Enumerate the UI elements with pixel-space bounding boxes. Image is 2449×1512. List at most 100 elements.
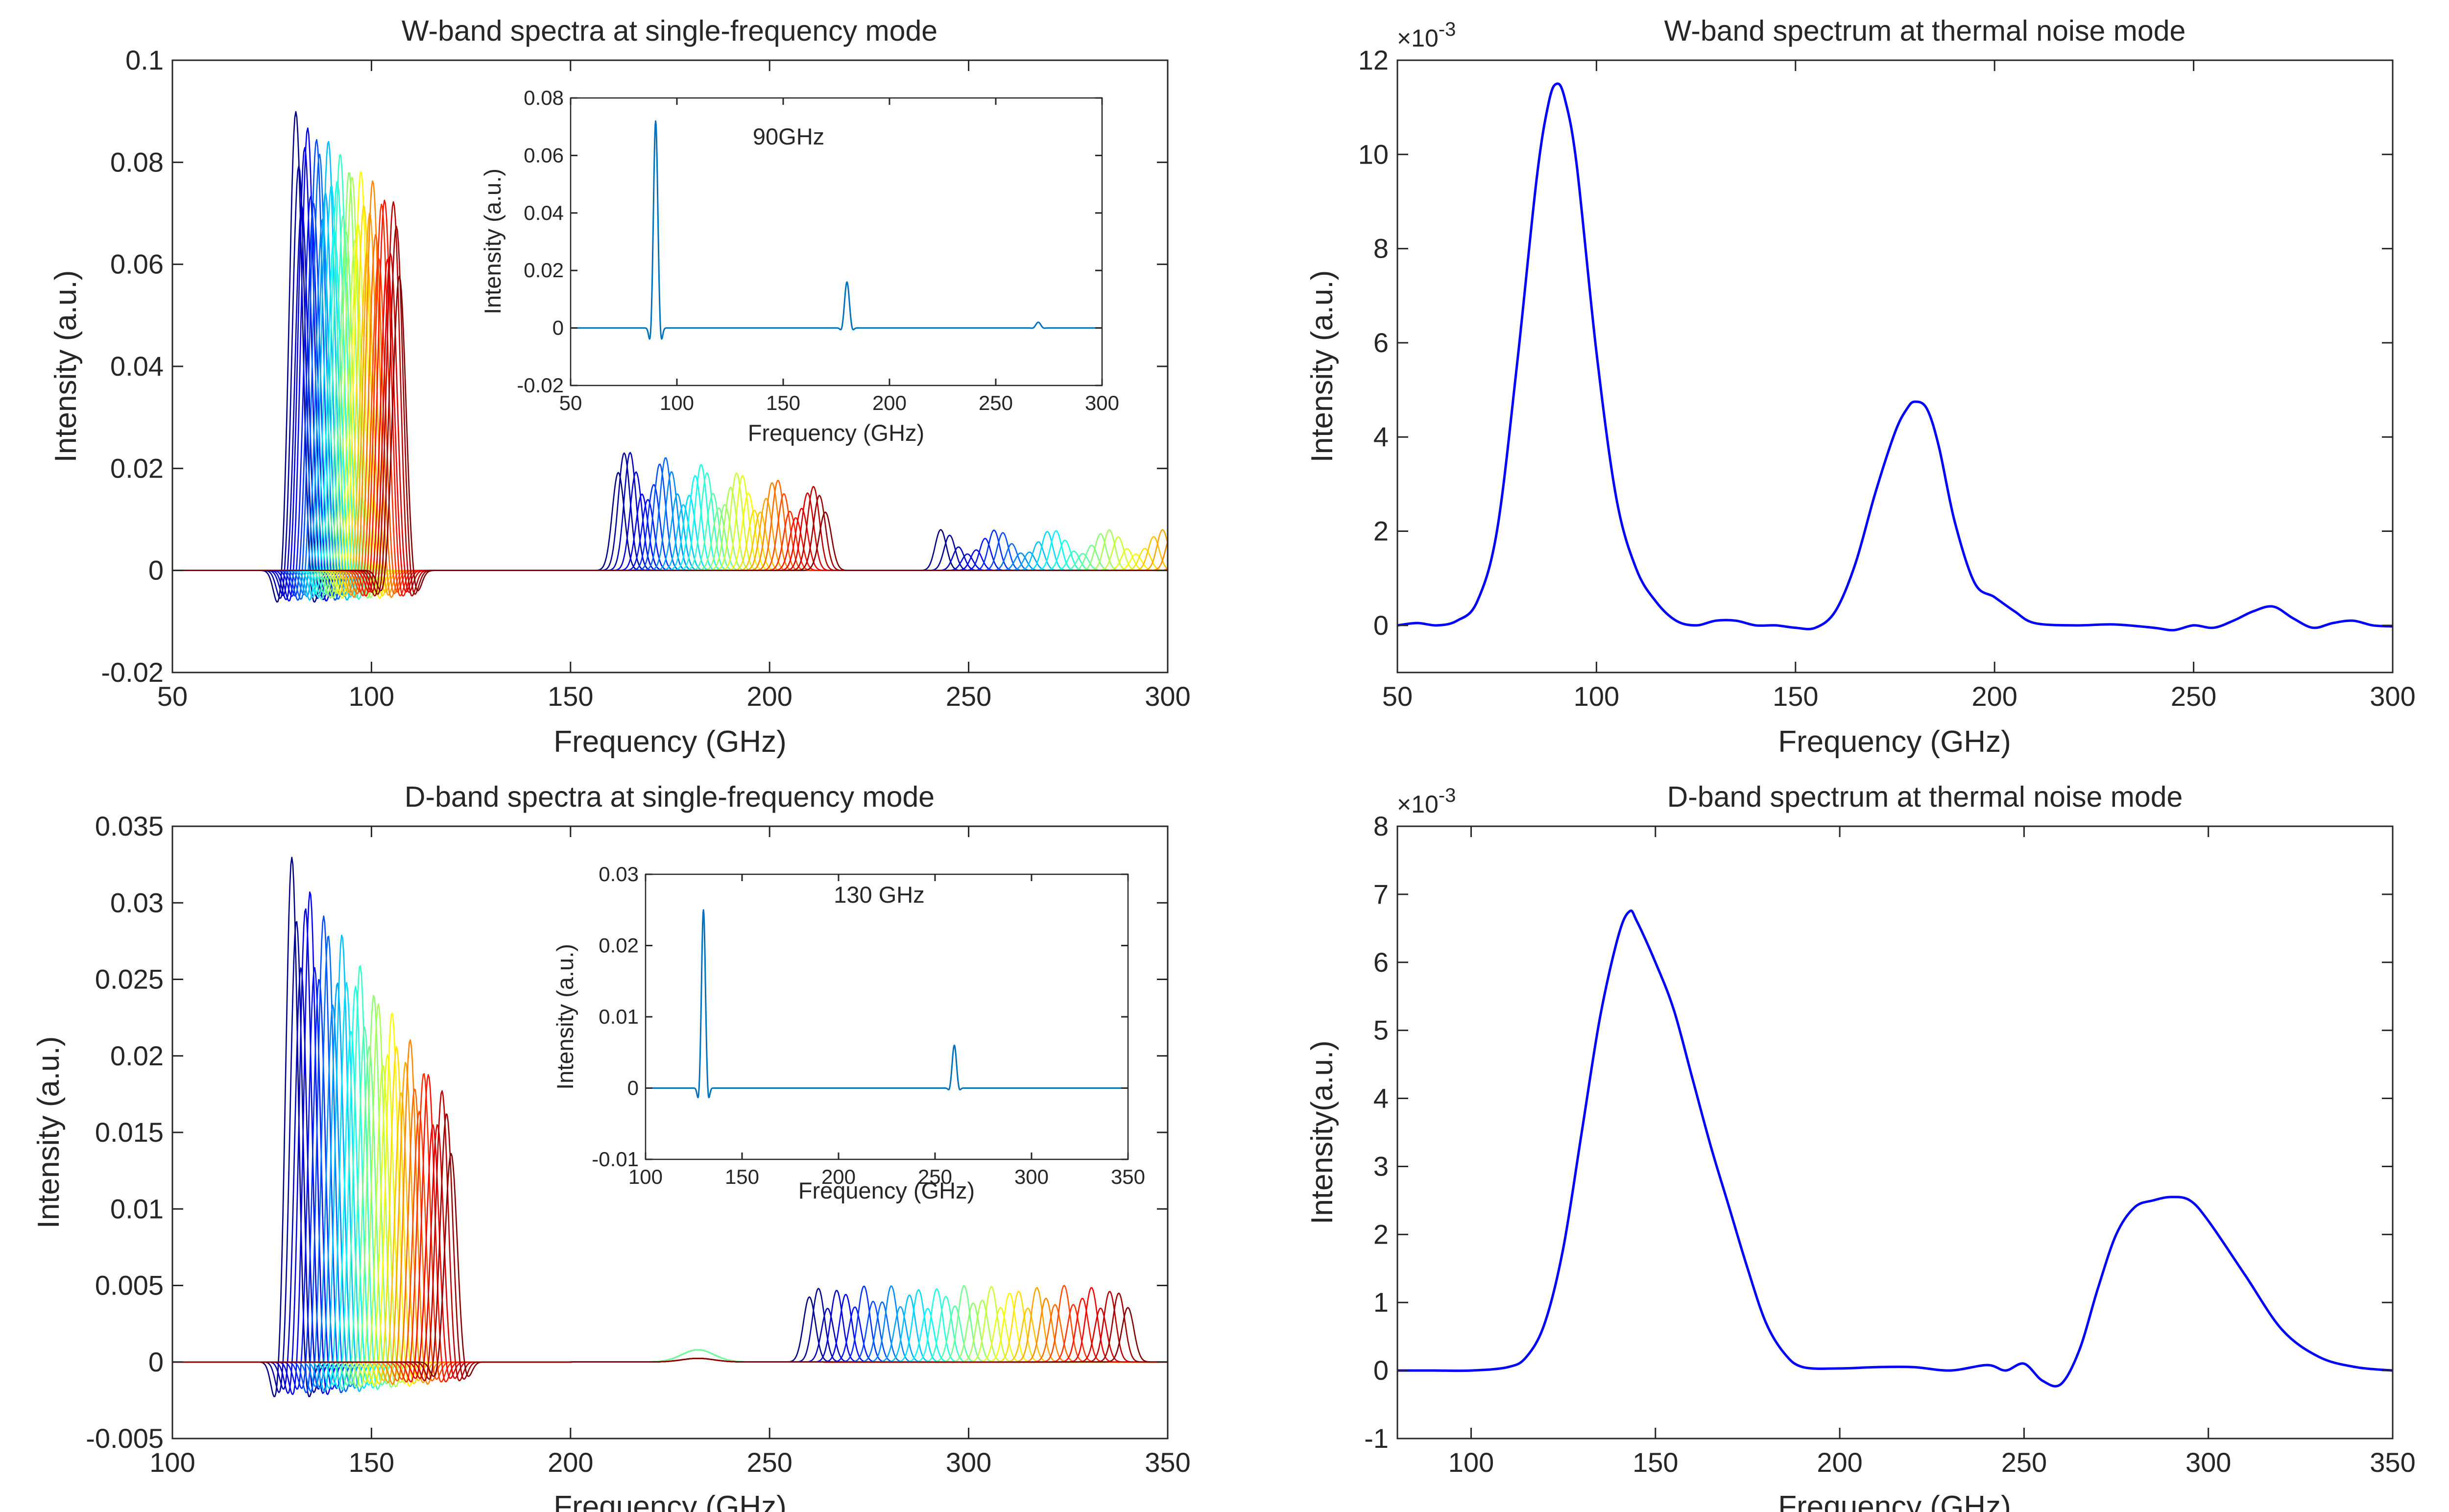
d-thermal-xtick-label: 300 — [2185, 1447, 2231, 1478]
w-single-inset-xtick-label: 150 — [766, 391, 800, 414]
d-single-series-line — [172, 1152, 1168, 1377]
panel-d-single-inset-annotation: 130 GHz — [834, 882, 924, 908]
d-single-ytick-label: 0.03 — [110, 887, 164, 918]
w-single-xtick-label: 150 — [548, 681, 593, 712]
w-thermal-xtick-label: 150 — [1773, 681, 1818, 712]
panel-d-single-xlabel: Frequency (GHz) — [553, 1490, 786, 1512]
w-thermal-xtick-label: 200 — [1971, 681, 2017, 712]
d-single-inset-ytick-label: 0.02 — [599, 934, 639, 957]
d-single-ytick-label: 0.035 — [95, 811, 164, 841]
panel-d-single-inset-ticks: 100 150 200 250 300 350 -0.01 0 0.01 0.02 0.03 — [592, 863, 1145, 1188]
d-thermal-series-line — [1397, 909, 2393, 1388]
w-single-series-line — [172, 203, 1168, 597]
w-single-xtick-label: 250 — [946, 681, 991, 712]
w-single-inset-ytick-label: 0 — [552, 316, 564, 339]
d-thermal-xtick-label: 150 — [1633, 1447, 1678, 1478]
w-thermal-series-line — [1397, 82, 2393, 632]
d-thermal-ytick-label: 3 — [1373, 1151, 1389, 1181]
d-thermal-xtick-label: 200 — [1817, 1447, 1862, 1478]
panel-d-thermal-ticks: 100 150 200 250 300 350 -1 0 1 2 3 4 5 6 7 8 — [1364, 811, 2416, 1478]
panel-w-thermal-exponent-power: -3 — [1439, 19, 1456, 40]
panel-w-single-inset-ylabel: Intensity (a.u.) — [480, 168, 505, 314]
w-thermal-ytick-label: 4 — [1373, 421, 1389, 452]
panel-w-single-title: W-band spectra at single-frequency mode — [402, 15, 937, 47]
d-thermal-ytick-label: 4 — [1373, 1083, 1389, 1114]
w-thermal-xtick-label: 100 — [1574, 681, 1619, 712]
d-thermal-ytick-label: 8 — [1373, 811, 1389, 841]
w-single-inset-line — [570, 120, 1103, 340]
w-single-inset-xtick-label: 100 — [660, 391, 694, 414]
d-single-ytick-label: 0.02 — [110, 1040, 164, 1071]
panel-w-single: W-band spectra at single-frequency mode … — [49, 15, 1191, 759]
d-single-inset-xtick-label: 250 — [918, 1165, 952, 1188]
panel-w-thermal-exponent: ×10-3 — [1397, 19, 1456, 52]
d-single-inset-line — [645, 909, 1128, 1099]
w-single-inset-ytick-label: 0.02 — [524, 259, 564, 282]
d-single-inset-ytick-label: 0.01 — [599, 1005, 639, 1028]
d-single-xtick-label: 200 — [548, 1447, 593, 1478]
w-single-series-line — [172, 275, 1168, 592]
w-single-ytick-label: -0.02 — [101, 657, 164, 688]
d-single-xtick-label: 100 — [149, 1447, 195, 1478]
d-thermal-xtick-label: 250 — [2001, 1447, 2047, 1478]
panel-d-single-inset-ylabel: Intensity (a.u.) — [552, 944, 578, 1090]
w-single-ytick-label: 0 — [148, 555, 164, 586]
panel-w-thermal-plot-area — [1397, 82, 2393, 632]
d-single-inset-ytick-label: -0.01 — [592, 1148, 639, 1171]
w-single-inset-ytick-label: 0.06 — [524, 144, 564, 167]
w-single-ytick-label: 0.02 — [110, 453, 164, 483]
panel-d-thermal-title: D-band spectrum at thermal noise mode — [1667, 781, 2183, 813]
w-thermal-ytick-label: 10 — [1358, 139, 1389, 169]
d-single-inset-xtick-label: 150 — [725, 1165, 759, 1188]
panel-w-single-xlabel: Frequency (GHz) — [553, 725, 786, 759]
d-thermal-ytick-label: 7 — [1373, 879, 1389, 910]
panel-d-single-ticks: 100 150 200 250 300 350 -0.005 0 0.005 0.01 0.015 0… — [86, 811, 1191, 1478]
panel-d-thermal-exponent-power: -3 — [1439, 785, 1456, 806]
w-single-xtick-label: 300 — [1145, 681, 1190, 712]
d-single-inset-ytick-label: 0 — [627, 1077, 639, 1100]
w-thermal-ytick-label: 2 — [1373, 516, 1389, 547]
d-single-xtick-label: 300 — [946, 1447, 991, 1478]
d-single-ytick-label: 0.01 — [110, 1193, 164, 1224]
w-single-series-line — [172, 153, 1168, 600]
w-single-ytick-label: 0.1 — [125, 45, 164, 75]
w-single-xtick-label: 50 — [157, 681, 188, 712]
w-single-ytick-label: 0.04 — [110, 351, 164, 382]
panel-d-single-inset-xlabel: Frequency (GHz) — [798, 1177, 975, 1203]
d-single-ytick-label: 0 — [148, 1346, 164, 1377]
panel-d-single: D-band spectra at single-frequency mode … — [32, 781, 1191, 1512]
d-single-inset-xtick-label: 100 — [628, 1165, 663, 1188]
panel-w-single-plot-area — [172, 111, 1168, 603]
d-thermal-ytick-label: -1 — [1364, 1423, 1389, 1454]
d-single-xtick-label: 150 — [349, 1447, 394, 1478]
w-single-ytick-label: 0.06 — [110, 249, 164, 280]
d-single-ytick-label: -0.005 — [86, 1423, 164, 1454]
w-single-inset-xtick-label: 200 — [872, 391, 907, 414]
d-single-xtick-label: 250 — [746, 1447, 792, 1478]
d-single-inset-ytick-label: 0.03 — [599, 863, 639, 886]
w-thermal-xtick-label: 50 — [1382, 681, 1413, 712]
w-single-inset-xtick-label: 250 — [979, 391, 1013, 414]
d-single-inset-xtick-label: 300 — [1014, 1165, 1049, 1188]
panel-w-thermal-xlabel: Frequency (GHz) — [1778, 725, 2011, 759]
w-thermal-ytick-label: 8 — [1373, 233, 1389, 264]
d-thermal-xtick-label: 350 — [2370, 1447, 2415, 1478]
panel-w-thermal-ylabel: Intensity (a.u.) — [1305, 270, 1339, 463]
panel-w-single-inset-axes-box — [570, 97, 1103, 386]
panel-w-thermal-axes-box — [1396, 59, 2394, 673]
w-single-inset-xtick-label: 50 — [559, 391, 582, 414]
panel-w-thermal-title: W-band spectrum at thermal noise mode — [1664, 15, 2186, 47]
panel-d-thermal-xlabel: Frequency (GHz) — [1778, 1490, 2011, 1512]
w-single-inset-ytick-label: 0.08 — [524, 86, 564, 109]
d-single-ytick-label: 0.025 — [95, 964, 164, 995]
panel-w-single-inset-plot — [570, 120, 1103, 340]
panel-d-thermal-axes-box — [1396, 825, 2394, 1440]
d-single-series-group — [172, 857, 1168, 1397]
panel-w-single-inset-annotation: 90GHz — [753, 123, 824, 149]
d-single-ytick-label: 0.005 — [95, 1270, 164, 1301]
panel-w-single-ticks: 50 100 150 200 250 300 -0.02 0 0.02 0.04 0.06 0.08 0… — [101, 45, 1190, 712]
w-thermal-ytick-label: 6 — [1373, 327, 1389, 358]
w-single-inset-ytick-label: 0.04 — [524, 201, 564, 224]
